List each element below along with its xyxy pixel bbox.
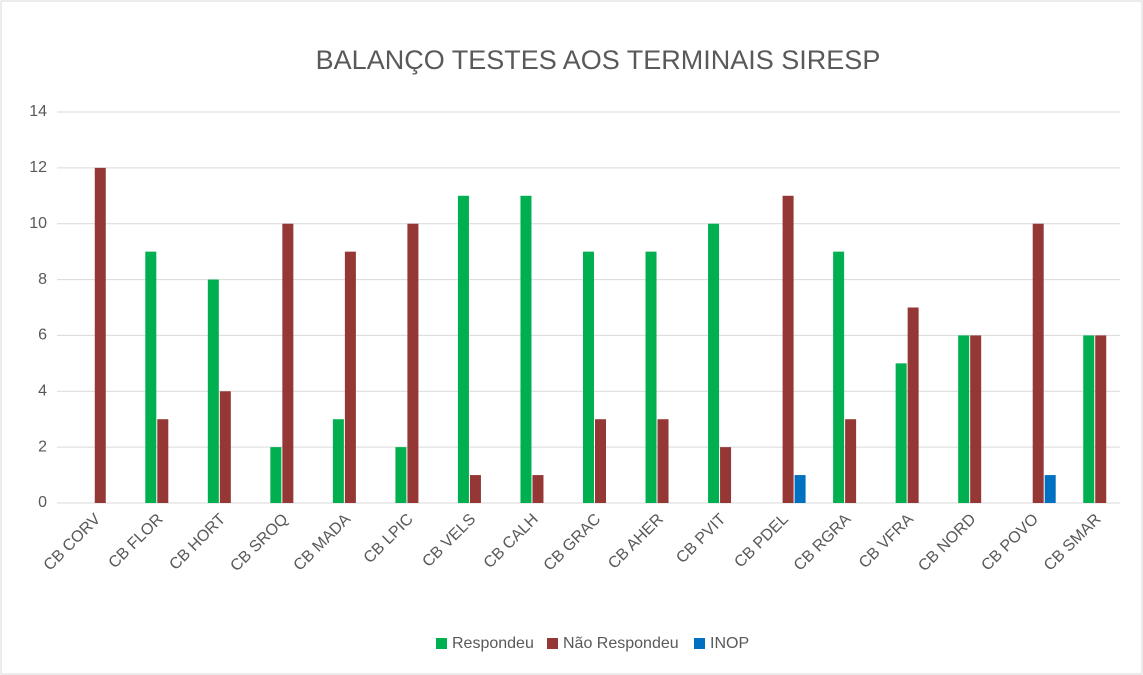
y-tick-label: 6 bbox=[38, 327, 47, 344]
bar bbox=[782, 195, 794, 504]
legend-swatch bbox=[547, 638, 558, 649]
chart-title: BALANÇO TESTES AOS TERMINAIS SIRESP bbox=[316, 45, 881, 75]
bar bbox=[207, 279, 219, 503]
bar bbox=[457, 195, 469, 504]
bar bbox=[595, 419, 606, 503]
y-tick-label: 14 bbox=[29, 103, 47, 120]
y-tick-label: 12 bbox=[29, 159, 47, 176]
bar bbox=[958, 335, 970, 503]
legend-label: INOP bbox=[710, 635, 749, 652]
bar bbox=[270, 447, 282, 503]
bar bbox=[145, 251, 157, 503]
bar bbox=[970, 335, 982, 503]
y-tick-label: 4 bbox=[38, 383, 47, 400]
bar bbox=[407, 223, 419, 503]
bar bbox=[332, 419, 344, 503]
bar bbox=[94, 167, 106, 503]
bar bbox=[845, 419, 857, 503]
bar bbox=[794, 475, 806, 503]
bar bbox=[645, 251, 657, 503]
legend-label: Não Respondeu bbox=[563, 635, 679, 652]
legend-label: Respondeu bbox=[452, 635, 534, 652]
bar bbox=[720, 447, 732, 503]
y-tick-label: 0 bbox=[38, 494, 47, 511]
bar bbox=[1095, 335, 1107, 503]
bar bbox=[583, 251, 594, 503]
y-tick-label: 2 bbox=[38, 438, 47, 455]
bar bbox=[520, 195, 532, 504]
legend-swatch bbox=[694, 638, 705, 649]
bar bbox=[395, 447, 407, 503]
bar bbox=[1044, 475, 1056, 503]
y-tick-label: 8 bbox=[38, 271, 47, 288]
bar bbox=[157, 419, 169, 503]
bar bbox=[907, 307, 919, 503]
bar bbox=[282, 223, 294, 503]
bar bbox=[219, 391, 231, 503]
bar bbox=[1032, 223, 1044, 503]
legend-swatch bbox=[436, 638, 447, 649]
bar bbox=[344, 251, 356, 503]
y-tick-label: 10 bbox=[29, 215, 47, 232]
bar bbox=[708, 223, 720, 503]
bar bbox=[1083, 335, 1095, 503]
bar bbox=[469, 475, 481, 503]
bar bbox=[532, 475, 544, 503]
bar bbox=[833, 251, 845, 503]
bar bbox=[895, 363, 907, 503]
bar bbox=[657, 419, 669, 503]
